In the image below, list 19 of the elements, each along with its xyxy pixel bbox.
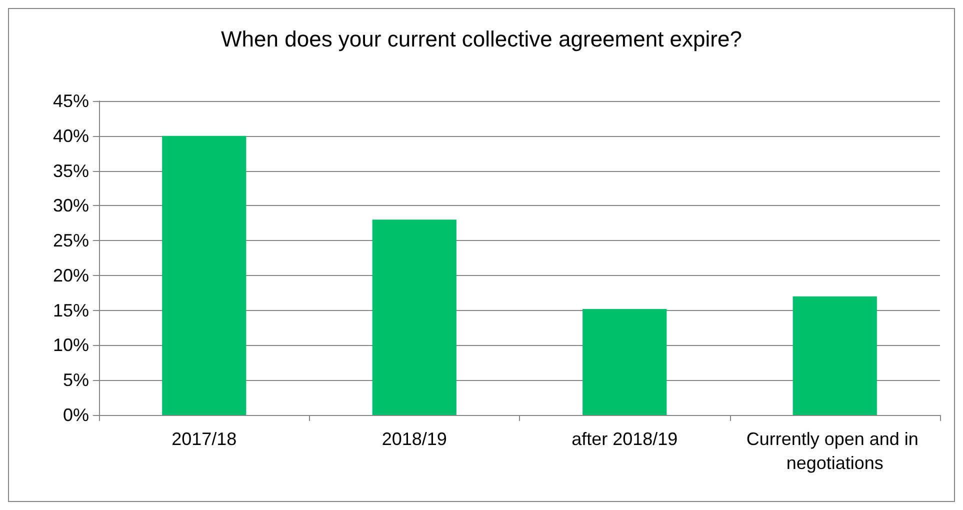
y-tick-label: 15% xyxy=(52,300,89,320)
bar xyxy=(792,296,877,415)
x-tick-label: 2018/19 xyxy=(382,429,447,449)
x-tick-label: after 2018/19 xyxy=(572,429,678,449)
bar xyxy=(162,136,246,415)
y-tick-label: 0% xyxy=(62,405,89,425)
y-tick-label: 35% xyxy=(52,160,89,181)
bar xyxy=(582,308,667,415)
y-tick-label: 20% xyxy=(52,265,89,286)
x-tick-label: Currently open and in negotiations xyxy=(746,429,924,473)
y-tick-label: 45% xyxy=(52,91,89,111)
y-tick-label: 40% xyxy=(52,126,89,146)
x-tick-label: 2017/18 xyxy=(172,429,237,449)
bar xyxy=(372,220,456,415)
y-tick-label: 25% xyxy=(52,230,89,251)
chart-title: When does your current collective agreement expire? xyxy=(221,26,742,52)
y-tick-label: 5% xyxy=(62,370,89,390)
y-tick-label: 30% xyxy=(52,196,89,216)
y-tick-label: 10% xyxy=(52,335,89,356)
